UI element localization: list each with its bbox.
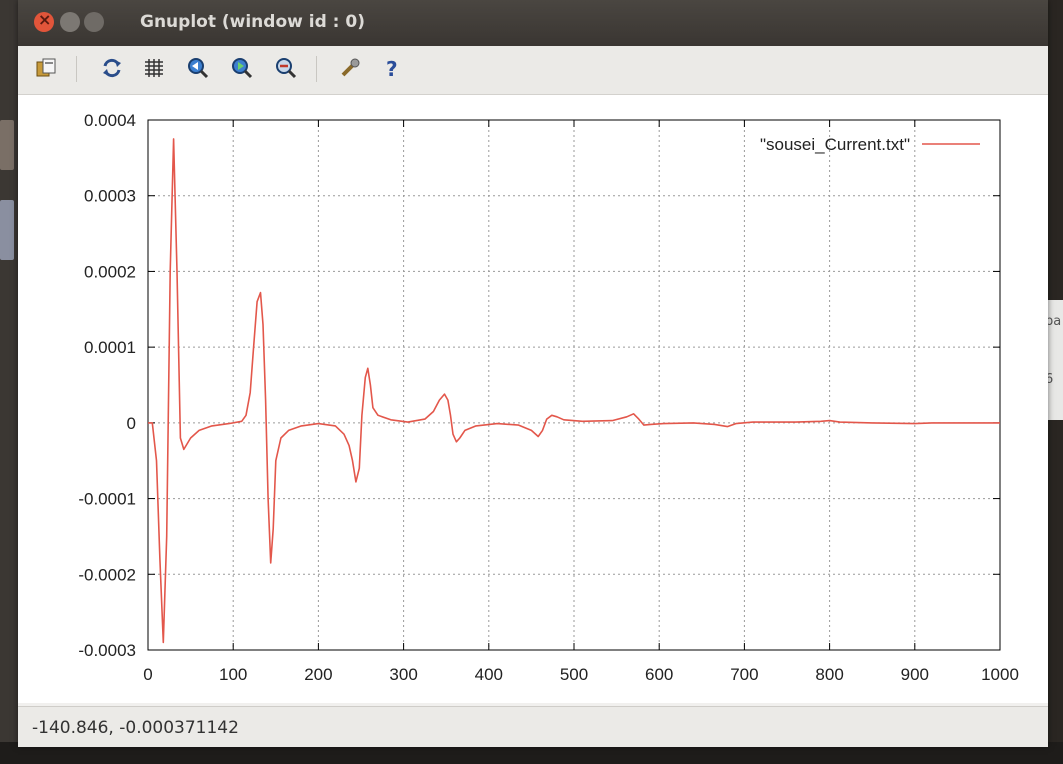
toolbar-separator (316, 56, 317, 82)
close-window-button[interactable] (34, 10, 54, 32)
y-tick-label: -0.0003 (78, 641, 136, 660)
maximize-window-button[interactable] (84, 12, 104, 32)
desktop-right-text-2: 6 (1045, 372, 1054, 387)
help-icon: ? (386, 57, 398, 80)
desktop-bottom-edge (0, 742, 1063, 764)
desktop-left-edge (0, 0, 22, 764)
y-tick-label: 0.0004 (84, 111, 136, 130)
settings-button[interactable] (336, 54, 364, 82)
title-bar[interactable]: Gnuplot (window id : 0) (18, 0, 1048, 46)
x-tick-label: 1000 (981, 665, 1019, 684)
svg-text:?: ? (386, 57, 398, 80)
x-tick-label: 700 (730, 665, 758, 684)
plot-canvas[interactable]: 0 100 200 300 400 500 600 700 800 900 1000 -0.0003 -… (18, 95, 1048, 703)
grid-icon (145, 59, 163, 77)
copy-to-clipboard-icon (36, 58, 56, 77)
replot-button[interactable] (98, 54, 126, 82)
x-tick-label: 0 (143, 665, 152, 684)
plot-border (147, 119, 1001, 651)
zoom-previous-icon (188, 58, 209, 79)
y-tick-label: -0.0002 (78, 565, 136, 584)
x-tick-label: 400 (475, 665, 503, 684)
x-tick-label: 900 (901, 665, 929, 684)
replot-icon (103, 58, 121, 78)
help-button[interactable]: ? (378, 54, 406, 82)
zoom-next-button[interactable] (228, 54, 256, 82)
x-tick-label: 200 (304, 665, 332, 684)
gnuplot-window: Gnuplot (window id : 0) (18, 0, 1048, 747)
settings-icon (341, 58, 360, 77)
toolbar-separator (76, 56, 77, 82)
window-title: Gnuplot (window id : 0) (140, 12, 365, 32)
desktop-edge-swatch (0, 200, 14, 260)
x-tick-label: 300 (389, 665, 417, 684)
legend-label: "sousei_Current.txt" (760, 135, 910, 154)
mouse-coordinates: -140.846, -0.000371142 (32, 718, 239, 738)
y-tick-label: 0 (127, 414, 136, 433)
x-tick-label: 100 (219, 665, 247, 684)
copy-to-clipboard-button[interactable] (32, 54, 60, 82)
y-tick-label: 0.0003 (84, 187, 136, 206)
x-tick-label: 600 (645, 665, 673, 684)
toolbar: ? (18, 46, 1048, 95)
y-tick-label: 0.0001 (84, 338, 136, 357)
y-tick-label: -0.0001 (78, 490, 136, 509)
y-tick-label: 0.0002 (84, 262, 136, 281)
unzoom-icon (276, 58, 297, 79)
zoom-previous-button[interactable] (184, 54, 212, 82)
x-tick-label: 800 (815, 665, 843, 684)
minimize-window-button[interactable] (60, 12, 80, 32)
desktop-edge-swatch (0, 120, 14, 170)
unzoom-button[interactable] (272, 54, 300, 82)
desktop-right-text-1: pa (1045, 314, 1062, 329)
status-bar: -140.846, -0.000371142 (18, 706, 1048, 747)
zoom-next-icon (232, 58, 253, 79)
toggle-grid-button[interactable] (140, 54, 168, 82)
plot-area[interactable]: 0 100 200 300 400 500 600 700 800 900 1000 -0.0003 -… (18, 95, 1048, 703)
series-line (148, 138, 1000, 644)
x-tick-label: 500 (560, 665, 588, 684)
